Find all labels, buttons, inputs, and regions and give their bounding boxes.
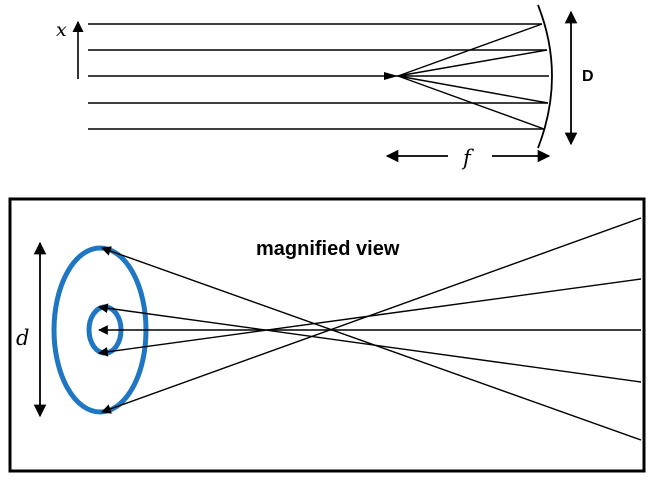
magnified-panel: magnified view d xyxy=(8,197,646,473)
outer-top-ray xyxy=(101,246,642,441)
incoming-rays xyxy=(88,23,549,130)
d-label: d xyxy=(16,326,29,350)
D-label: D xyxy=(582,68,594,85)
focal-point-marker xyxy=(384,72,398,80)
reflected-ray xyxy=(397,49,548,77)
reflected-rays xyxy=(397,23,549,130)
reflected-ray xyxy=(397,23,543,77)
panel-title: magnified view xyxy=(256,238,400,260)
reflected-ray xyxy=(397,75,545,130)
curved-mirror xyxy=(537,4,553,149)
inner-top-ray xyxy=(98,303,642,383)
converging-rays xyxy=(98,217,642,441)
f-label: f xyxy=(461,146,474,170)
outer-bottom-ray xyxy=(101,217,642,414)
x-label: x xyxy=(56,19,67,41)
top-diagram: x D f xyxy=(56,4,594,170)
reflected-ray xyxy=(397,75,549,104)
inner-bottom-ray xyxy=(98,278,642,357)
panel-frame xyxy=(8,197,646,473)
